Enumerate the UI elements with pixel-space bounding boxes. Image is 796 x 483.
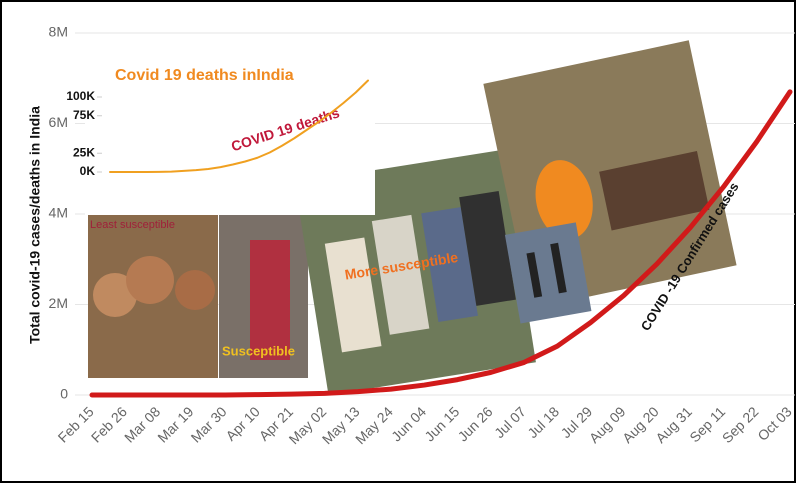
photos: Least susceptible Susceptible More susce… — [88, 40, 737, 396]
y-tick-label: 4M — [49, 205, 68, 221]
photo-detail — [599, 150, 710, 231]
photo-label: Susceptible — [222, 343, 295, 358]
y-tick-label: 8M — [49, 24, 68, 40]
inset-y-tick-label: 0K — [80, 164, 96, 178]
photo-detail — [535, 160, 593, 240]
photo-detail — [550, 242, 567, 294]
photo-detail — [324, 237, 382, 353]
inset-chart: Covid 19 deaths inIndia COVID 19 deaths … — [66, 55, 375, 215]
y-tick-label: 6M — [49, 114, 68, 130]
y-tick-label: 2M — [49, 295, 68, 311]
inset-y-tick-label: 100K — [66, 89, 95, 103]
photo-detail — [421, 207, 478, 322]
photo-graves — [504, 222, 592, 324]
photo-detail — [175, 270, 215, 310]
inset-background — [85, 55, 375, 215]
series-line — [109, 79, 369, 173]
photo-detail — [93, 273, 137, 317]
y-tick-label: 0 — [60, 386, 68, 402]
photo-detail — [526, 252, 543, 298]
inset-title: Covid 19 deaths inIndia — [115, 67, 294, 84]
photo-label: Least susceptible — [90, 219, 175, 231]
inset-y-tick-label: 25K — [73, 145, 95, 159]
photo-detail — [250, 240, 290, 360]
main-series — [89, 89, 793, 398]
series-line — [89, 89, 793, 398]
inset-y-tick-label: 75K — [73, 108, 95, 122]
y-axis-label: Total covid-19 cases/deaths in India — [27, 106, 43, 344]
photo-detail — [126, 256, 174, 304]
photo-detail — [459, 190, 516, 306]
photo-detail — [371, 214, 430, 335]
